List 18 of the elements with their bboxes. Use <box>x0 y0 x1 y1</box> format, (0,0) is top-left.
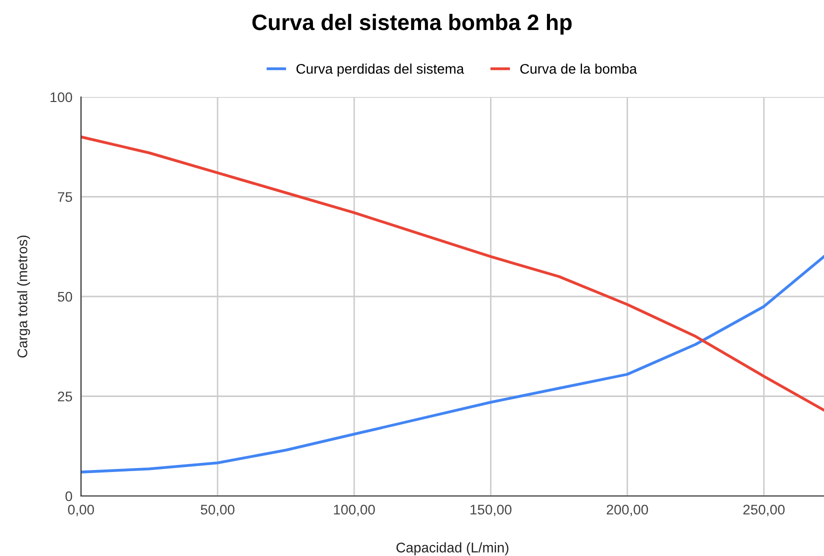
y-axis-title: Carga total (metros) <box>17 236 30 358</box>
legend-label: Curva perdidas del sistema <box>296 64 464 77</box>
line-series <box>81 136 824 412</box>
x-tick-label: 250,00 <box>743 504 785 516</box>
x-tick-label: 50,00 <box>200 504 234 516</box>
y-tick-label: 25 <box>58 392 72 402</box>
y-tick-label: 50 <box>58 292 72 302</box>
x-tick-label: 0,00 <box>68 504 94 516</box>
y-tick-label: 0 <box>65 491 72 502</box>
x-axis-title: Capacidad (L/min) <box>396 542 508 556</box>
y-tick-label: 75 <box>58 192 72 202</box>
legend-label: Curva de la bomba <box>520 64 637 74</box>
x-tick-label: 150,00 <box>470 504 512 516</box>
chart-title: Curva del sistema bomba 2 hp <box>252 14 572 35</box>
x-tick-label: 200,00 <box>606 504 648 516</box>
line-series <box>81 255 824 474</box>
x-tick-label: 100,00 <box>334 504 375 516</box>
y-tick-label: 100 <box>50 92 72 102</box>
